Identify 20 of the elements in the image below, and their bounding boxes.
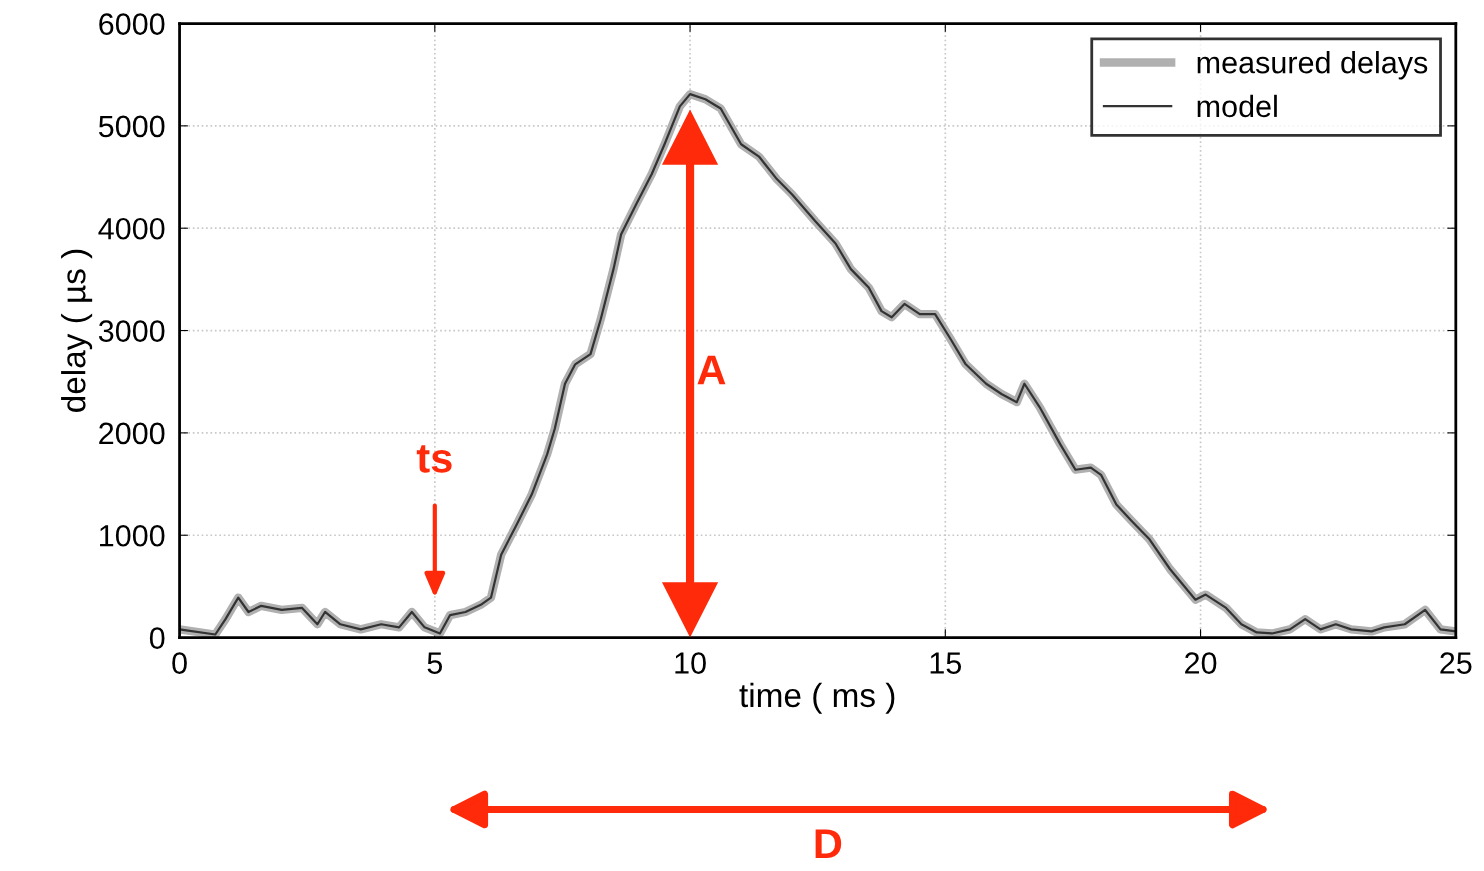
annotation: A	[697, 355, 726, 385]
annotation: ts	[416, 445, 452, 473]
y-tick-label: 5000	[98, 115, 165, 138]
text: D	[815, 829, 842, 859]
x-tick-label: 15	[930, 652, 962, 674]
y-tick-label: 6000	[99, 13, 165, 35]
y-tick-label: 2000	[99, 422, 165, 445]
y-axis-title: delay ( µs )	[61, 249, 93, 412]
x-tick-label: 10	[675, 652, 706, 674]
legend-label: model	[1197, 94, 1277, 118]
y-tick-label: 1000	[100, 524, 165, 547]
x-tick-label: 0	[172, 652, 187, 674]
y-tick-label: 4000	[98, 217, 165, 240]
y-tick-label: 3000	[98, 320, 165, 342]
x-tick-label: 25	[1440, 652, 1472, 674]
legend-label: measured delays	[1197, 51, 1428, 80]
x-tick-label: 20	[1185, 652, 1217, 674]
x-axis-title: time ( ms )	[739, 682, 895, 714]
x-tick-label: 5	[427, 652, 443, 674]
y-tick-label: 0	[149, 627, 165, 649]
